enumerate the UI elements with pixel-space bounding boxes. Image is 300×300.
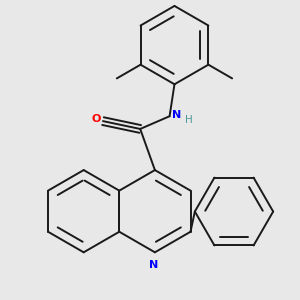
Text: O: O — [92, 114, 101, 124]
Text: H: H — [185, 115, 193, 125]
Text: N: N — [149, 260, 158, 270]
Text: N: N — [172, 110, 181, 120]
